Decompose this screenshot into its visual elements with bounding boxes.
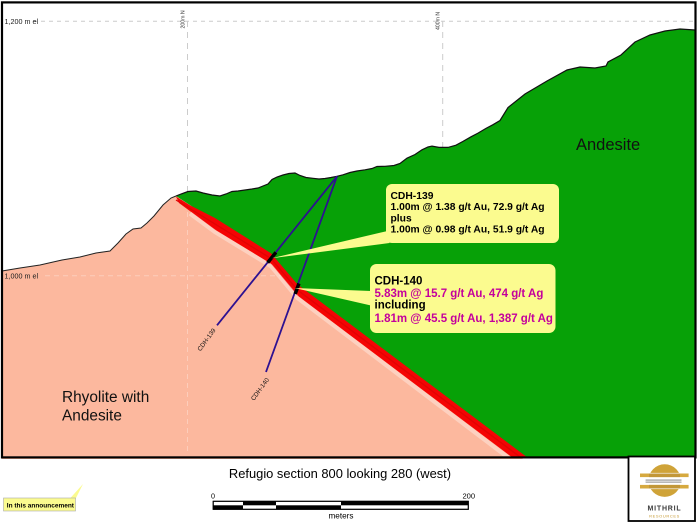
svg-text:200: 200: [462, 491, 475, 500]
svg-text:CDH-140: CDH-140: [375, 275, 423, 287]
svg-text:1,000 m el: 1,000 m el: [5, 272, 39, 281]
svg-text:plus: plus: [391, 213, 412, 224]
svg-text:200m N: 200m N: [181, 10, 187, 28]
svg-text:Rhyolite with: Rhyolite with: [62, 389, 149, 406]
svg-text:including: including: [375, 300, 426, 312]
svg-text:1.00m @ 1.38 g/t Au, 72.9 g/t: 1.00m @ 1.38 g/t Au, 72.9 g/t Ag: [391, 202, 545, 213]
svg-text:RESOURCES: RESOURCES: [649, 514, 680, 519]
svg-text:1,200 m el: 1,200 m el: [5, 17, 39, 26]
svg-text:1.00m @ 0.98 g/t Au, 51.9 g/t: 1.00m @ 0.98 g/t Au, 51.9 g/t Ag: [391, 225, 545, 236]
svg-text:Refugio section 800 looking 28: Refugio section 800 looking 280 (west): [229, 466, 451, 481]
svg-text:1.81m @ 45.5 g/t Au, 1,387 g/t: 1.81m @ 45.5 g/t Au, 1,387 g/t Ag: [375, 313, 553, 325]
svg-text:5.83m @ 15.7 g/t Au, 474 g/t A: 5.83m @ 15.7 g/t Au, 474 g/t Ag: [375, 288, 544, 300]
svg-text:CDH-139: CDH-139: [391, 191, 434, 202]
svg-text:400m N: 400m N: [436, 12, 442, 30]
svg-text:meters: meters: [328, 511, 353, 520]
svg-text:MITHRIL: MITHRIL: [648, 506, 682, 513]
svg-text:In this announcement: In this announcement: [7, 503, 75, 510]
svg-text:Andesite: Andesite: [62, 407, 122, 424]
svg-text:0: 0: [211, 491, 215, 500]
svg-text:Andesite: Andesite: [576, 136, 640, 154]
